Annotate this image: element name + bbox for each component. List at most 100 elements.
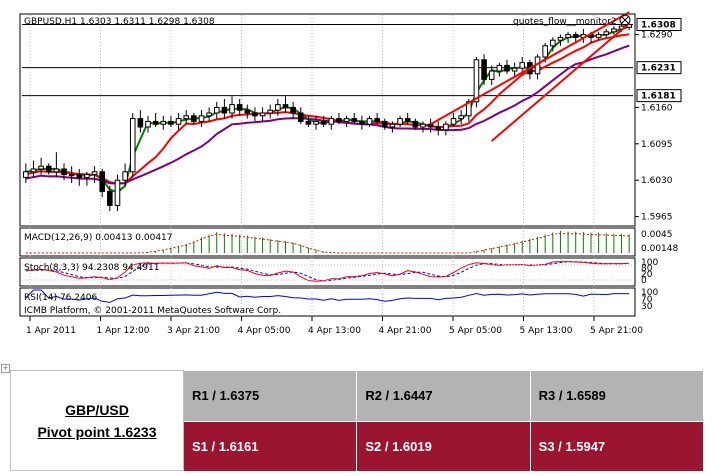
macd-tick-0: 0.0045 [641,230,673,240]
x-tick-label-6: 5 Apr 05:00 [449,326,502,336]
candle-body [336,118,342,122]
candle-body [282,104,289,108]
s3-cell: S3 / 1.5947 [530,420,705,471]
candle [206,107,212,122]
candle-body [404,118,411,122]
candle [359,115,365,130]
candle-body [504,64,510,72]
candle [191,113,197,125]
candle [511,62,518,77]
candle [336,113,342,125]
stoch-main-line [25,261,630,282]
candle-body [137,118,144,128]
candle-body [481,59,487,80]
candle [443,121,449,136]
pivot-summary-cell: GBP/USD Pivot point 1.6233 [10,370,184,471]
candle-body [229,104,235,114]
stoch-tick-3: 0 [641,276,647,286]
candle [267,104,274,119]
candle [137,110,144,133]
candle-body [511,67,518,72]
candle-body [389,123,396,128]
stoch-tick-0: 100 [641,258,658,268]
table-anchor-icon: + [1,364,10,373]
candle [23,163,29,183]
candle-body [603,31,610,36]
candle [305,115,312,127]
r2-cell: R2 / 1.6447 [356,370,531,421]
candle [145,115,151,133]
candle-body [53,168,60,173]
candle-body [23,171,29,178]
candle [435,121,442,136]
candle [328,115,335,130]
trend-line-0 [430,11,630,126]
candle-body [183,115,189,120]
candle-body [236,104,243,111]
candle-body [76,174,83,178]
candle [297,107,304,125]
candle-body [275,104,281,111]
candle-body [473,59,480,103]
candle-body [435,126,442,131]
r3-cell: R3 / 1.6589 [530,370,705,421]
candle-body [221,106,228,114]
candle-body [145,120,151,128]
candle [450,113,457,127]
x-tick-label-0: 1 Apr 2011 [26,326,76,336]
price-tag-0: 1.6308 [641,21,676,31]
candle-body [519,62,526,69]
candle [488,65,495,85]
candle [213,101,220,119]
macd-tick-1: 0.00148 [641,244,678,254]
candle [221,99,228,119]
indicator-close-icon[interactable] [619,14,631,26]
candle [611,26,617,35]
x-tick-label-7: 5 Apr 13:00 [520,326,573,336]
candle [252,107,258,122]
candle-body [267,109,274,114]
x-tick-label-3: 4 Apr 05:00 [238,326,291,336]
candle-body [129,118,136,173]
candle [496,62,503,77]
candle [366,115,373,127]
candle-body [488,70,495,80]
candle [351,113,358,125]
candle [290,101,296,119]
candle-body [359,120,365,125]
candle-body [595,34,602,38]
candle [572,31,579,43]
y-tick-label-2: 1.6095 [641,140,673,150]
x-tick-label-4: 4 Apr 13:00 [308,326,361,336]
candle-body [313,120,319,125]
candle-body [443,123,449,131]
candle [397,115,403,127]
candle [175,113,182,130]
candle [114,174,121,211]
rsi-tick-1: 70 [641,295,653,305]
candle-body [107,190,113,206]
y-tick-label-0: 1.6290 [641,31,673,41]
candle [229,96,235,119]
candle-body [198,115,205,122]
candle-body [122,171,128,181]
candle-body [611,28,617,33]
candle [381,118,388,130]
candle [198,110,205,127]
pivot-point-label: Pivot point 1.6233 [37,423,157,440]
candle-body [397,118,403,125]
candle-body [91,171,98,176]
candle-body [458,115,464,120]
candle [160,115,167,130]
candle [282,96,289,113]
rsi-line [25,289,630,303]
candle-body [427,123,434,128]
stoch-pane-frame [19,257,636,287]
candle-body [99,171,105,192]
candle-body [542,45,548,58]
candle [107,185,113,211]
candle [420,121,426,133]
candle-body [191,115,197,122]
candle [412,118,419,130]
candle-body [45,165,52,173]
